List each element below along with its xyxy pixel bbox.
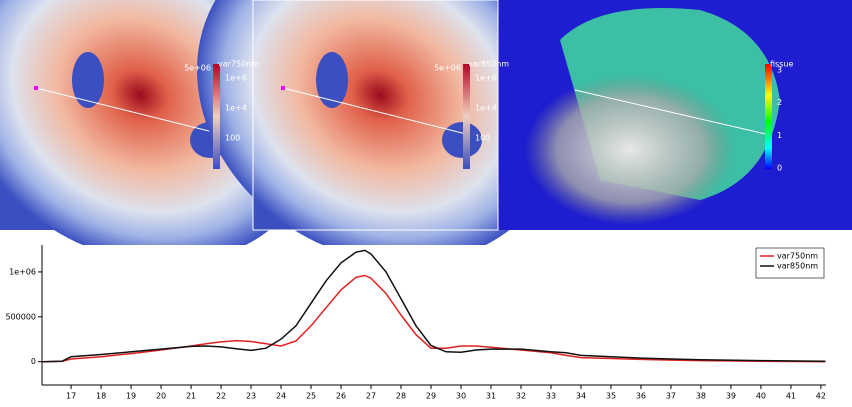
x-tick-label: 42 [816,392,826,401]
x-tick-label: 20 [156,392,166,401]
colorbar [463,64,470,169]
x-tick-label: 27 [366,392,376,401]
colorbar-label: 2 [777,98,782,107]
x-tick-label: 30 [456,392,466,401]
colorbar-label: 3 [777,66,782,75]
x-tick-label: 31 [486,392,496,401]
x-tick-label: 18 [96,392,106,401]
x-tick-label: 34 [576,392,586,401]
series-line [42,249,826,363]
x-tick-label: 25 [306,392,316,401]
render-views [0,0,852,329]
colorbar [213,64,220,169]
colorbar-label: 100 [475,134,490,143]
colorbar-title: var750nm [218,60,259,69]
render-view-2 [135,0,624,329]
legend-label: var850nm [777,262,818,271]
legend [755,247,825,279]
legend-label: var750nm [777,252,818,261]
x-tick-label: 39 [726,392,736,401]
x-tick-label: 28 [396,392,406,401]
colorbar [765,64,772,169]
colorbar-label: 1e+6 [225,74,247,83]
x-tick-label: 36 [636,392,646,401]
divider [252,0,499,231]
y-tick-label: 500000 [5,312,36,321]
x-tick-label: 33 [546,392,556,401]
x-tick-label: 37 [666,392,676,401]
render-view-3 [498,0,852,230]
x-tick-label: 32 [516,392,526,401]
colorbar-title: fissue [770,60,793,69]
x-tick-label: 41 [786,392,796,401]
colorbar-label: 1e+4 [225,104,247,113]
colorbar-label: 0 [777,164,782,173]
x-tick-label: 17 [66,392,76,401]
x-tick-label: 21 [186,392,196,401]
x-tick-label: 24 [276,392,286,401]
x-tick-label: 38 [696,392,706,401]
colorbar-label: 5e+06 [434,64,461,73]
y-tick-label: 0 [31,357,36,366]
x-tick-label: 29 [426,392,436,401]
colorbar-label: 1e+6 [475,74,497,83]
y-tick-label: 1e+06 [9,267,36,276]
colorbar-label: 1e+4 [475,104,497,113]
x-tick-label: 19 [126,392,136,401]
colorbar-label: 100 [225,134,240,143]
x-tick-label: 22 [216,392,226,401]
plot-area [42,245,826,385]
colorbar-title: var850nm [468,60,509,69]
x-tick-label: 26 [336,392,346,401]
colorbar-label: 5e+06 [184,64,211,73]
x-tick-label: 23 [246,392,256,401]
colorbar-label: 1 [777,131,782,140]
x-tick-label: 35 [606,392,616,401]
x-tick-label: 40 [756,392,766,401]
